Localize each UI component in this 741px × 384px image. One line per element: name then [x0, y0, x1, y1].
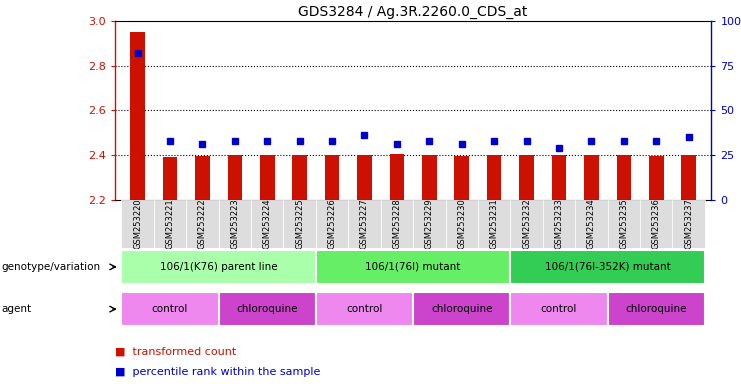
- Bar: [283, 200, 316, 248]
- Text: ■  transformed count: ■ transformed count: [115, 346, 236, 356]
- Bar: [227, 155, 242, 200]
- Text: GSM253237: GSM253237: [684, 198, 693, 249]
- Bar: [195, 156, 210, 200]
- Bar: [422, 155, 436, 200]
- Text: GSM253236: GSM253236: [652, 198, 661, 249]
- Bar: [673, 200, 705, 248]
- Bar: [413, 292, 511, 326]
- Bar: [640, 200, 673, 248]
- Text: GSM253227: GSM253227: [360, 198, 369, 249]
- Bar: [381, 200, 413, 248]
- Bar: [122, 250, 316, 284]
- Bar: [316, 250, 511, 284]
- Text: GSM253223: GSM253223: [230, 198, 239, 249]
- Bar: [454, 156, 469, 200]
- Bar: [260, 155, 274, 200]
- Text: GSM253225: GSM253225: [295, 199, 304, 249]
- Text: GSM253229: GSM253229: [425, 199, 433, 249]
- Bar: [511, 292, 608, 326]
- Bar: [325, 155, 339, 200]
- Bar: [154, 200, 186, 248]
- Text: control: control: [541, 304, 577, 314]
- Text: GSM253221: GSM253221: [165, 199, 174, 249]
- Text: chloroquine: chloroquine: [431, 304, 493, 314]
- Text: control: control: [346, 304, 382, 314]
- Bar: [316, 200, 348, 248]
- Bar: [316, 292, 413, 326]
- Text: GSM253220: GSM253220: [133, 199, 142, 249]
- Bar: [511, 250, 705, 284]
- Bar: [357, 155, 372, 200]
- Bar: [584, 155, 599, 200]
- Bar: [682, 155, 696, 200]
- Bar: [519, 155, 534, 200]
- Bar: [390, 154, 404, 200]
- Bar: [219, 292, 316, 326]
- Bar: [251, 200, 283, 248]
- Text: genotype/variation: genotype/variation: [1, 262, 101, 272]
- Bar: [219, 200, 251, 248]
- Text: GSM253224: GSM253224: [263, 199, 272, 249]
- Bar: [186, 200, 219, 248]
- Bar: [130, 32, 144, 200]
- Bar: [413, 200, 445, 248]
- Text: GSM253233: GSM253233: [554, 198, 563, 249]
- Text: 106/1(76l-352K) mutant: 106/1(76l-352K) mutant: [545, 262, 671, 272]
- Text: 106/1(K76) parent line: 106/1(K76) parent line: [160, 262, 277, 272]
- Bar: [542, 200, 575, 248]
- Bar: [445, 200, 478, 248]
- Text: GSM253226: GSM253226: [328, 198, 336, 249]
- Bar: [608, 292, 705, 326]
- Bar: [575, 200, 608, 248]
- Text: ■  percentile rank within the sample: ■ percentile rank within the sample: [115, 367, 320, 377]
- Text: 106/1(76l) mutant: 106/1(76l) mutant: [365, 262, 461, 272]
- Text: GSM253231: GSM253231: [490, 198, 499, 249]
- Bar: [293, 155, 307, 200]
- Text: control: control: [152, 304, 188, 314]
- Bar: [552, 155, 566, 200]
- Text: GSM253222: GSM253222: [198, 199, 207, 249]
- Bar: [122, 200, 154, 248]
- Text: GSM253232: GSM253232: [522, 198, 531, 249]
- Bar: [478, 200, 511, 248]
- Bar: [487, 155, 502, 200]
- Bar: [122, 292, 219, 326]
- Text: chloroquine: chloroquine: [236, 304, 298, 314]
- Text: agent: agent: [1, 304, 32, 314]
- Bar: [348, 200, 381, 248]
- Text: GSM253235: GSM253235: [619, 198, 628, 249]
- Text: chloroquine: chloroquine: [625, 304, 687, 314]
- Text: GSM253230: GSM253230: [457, 198, 466, 249]
- Bar: [608, 200, 640, 248]
- Bar: [617, 155, 631, 200]
- Bar: [511, 200, 542, 248]
- Bar: [163, 157, 177, 200]
- Text: GSM253234: GSM253234: [587, 198, 596, 249]
- Title: GDS3284 / Ag.3R.2260.0_CDS_at: GDS3284 / Ag.3R.2260.0_CDS_at: [299, 5, 528, 19]
- Bar: [649, 156, 663, 200]
- Text: GSM253228: GSM253228: [393, 198, 402, 249]
